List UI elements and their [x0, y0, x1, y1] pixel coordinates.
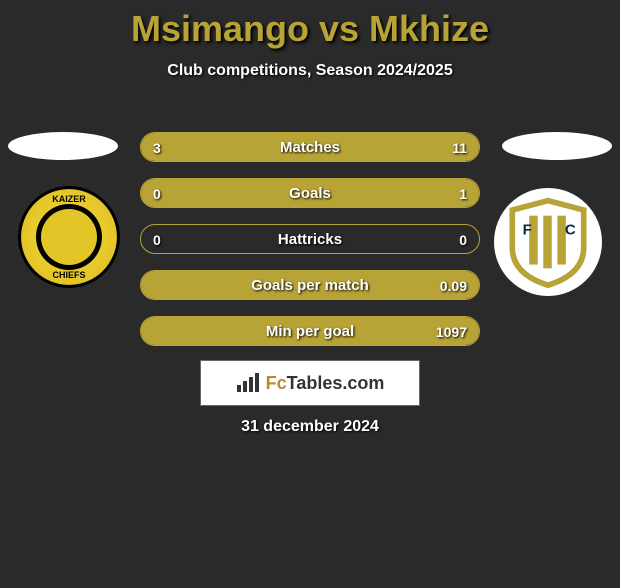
badge-left-label-top: KAIZER	[52, 194, 86, 204]
player-photo-left-placeholder	[8, 132, 118, 160]
stat-bar: 0Hattricks0	[140, 224, 480, 254]
player-photo-right-placeholder	[502, 132, 612, 160]
badge-left-label-bottom: CHIEFS	[52, 270, 85, 280]
svg-text:F: F	[523, 221, 532, 238]
team-badge-right: F C	[494, 188, 602, 296]
page-subtitle: Club competitions, Season 2024/2025	[0, 62, 620, 80]
badge-left-face-icon	[41, 209, 97, 265]
bar-chart-icon	[236, 373, 260, 393]
source-brand: FcTables.com	[266, 373, 385, 394]
stat-label: Goals per match	[141, 271, 479, 300]
shield-stripes-icon: F C	[501, 195, 595, 289]
svg-text:C: C	[565, 221, 576, 238]
stat-value-right: 11	[452, 133, 467, 162]
snapshot-date: 31 december 2024	[0, 418, 620, 436]
badge-left-inner	[36, 204, 102, 270]
stat-label: Hattricks	[141, 225, 479, 254]
stat-bars: 3Matches110Goals10Hattricks0Goals per ma…	[140, 132, 480, 362]
page-title: Msimango vs Mkhize	[0, 8, 620, 50]
brand-suffix: Tables.com	[287, 373, 385, 393]
stat-value-right: 0.09	[440, 271, 467, 300]
stat-bar: Goals per match0.09	[140, 270, 480, 300]
brand-prefix: Fc	[266, 373, 287, 393]
team-badge-left: KAIZER CHIEFS	[18, 186, 120, 288]
stat-value-right: 0	[459, 225, 467, 254]
stat-value-right: 1	[459, 179, 467, 208]
stat-label: Goals	[141, 179, 479, 208]
stat-bar: 3Matches11	[140, 132, 480, 162]
stat-label: Matches	[141, 133, 479, 162]
stat-bar: Min per goal1097	[140, 316, 480, 346]
stat-label: Min per goal	[141, 317, 479, 346]
stat-value-right: 1097	[436, 317, 467, 346]
stat-bar: 0Goals1	[140, 178, 480, 208]
comparison-card: Msimango vs Mkhize Club competitions, Se…	[0, 8, 620, 588]
source-badge: FcTables.com	[200, 360, 420, 406]
